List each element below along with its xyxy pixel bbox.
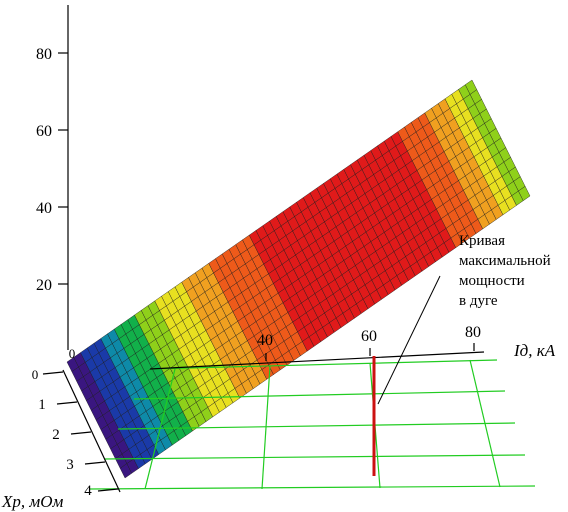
y-tick-mark	[84, 461, 106, 465]
y-tick-label-1: 1	[38, 397, 46, 413]
annotation: Кривая максимальной мощности в дуге	[459, 233, 551, 309]
surface-plot	[66, 79, 531, 479]
z-tick-label-80: 80	[36, 46, 52, 63]
y-tick-mark	[97, 488, 119, 492]
y-axis-label: Xр, мОм	[1, 492, 64, 511]
floor-grid-line	[133, 390, 506, 400]
annotation-leader-line	[377, 275, 441, 405]
x-tick-label-80: 80	[465, 324, 481, 341]
z-tick-label-40: 40	[36, 200, 52, 217]
z-tick-label-20: 20	[36, 277, 52, 294]
floor-grid-line	[261, 365, 271, 490]
y-tick-mark	[70, 431, 92, 435]
y-axis-line	[62, 369, 121, 493]
floor-grid-line	[149, 359, 498, 370]
y-tick-label-3: 3	[66, 457, 74, 473]
z-tick-label-60: 60	[36, 123, 52, 140]
annotation-line-2: максимальной	[459, 253, 551, 269]
y-tick-mark	[56, 401, 78, 405]
y-tick-label-4: 4	[84, 483, 92, 499]
x-tick-label-40: 40	[257, 332, 273, 349]
surface-patch	[518, 186, 531, 201]
x-axis-label: Iд, кА	[513, 341, 556, 360]
floor-grid	[89, 359, 536, 490]
annotation-line-1: Кривая	[459, 233, 505, 249]
annotation-line-4: в дуге	[459, 293, 498, 309]
x-tick-label-60: 60	[361, 328, 377, 345]
y-tick-mark	[42, 371, 64, 375]
floor-grid-line	[103, 454, 526, 460]
x-axis-line	[149, 351, 485, 370]
annotation-line-3: мощности	[459, 273, 525, 289]
y-tick-label-0: 0	[32, 367, 39, 382]
z-tick-label-0: 0	[69, 346, 76, 361]
y-tick-label-2: 2	[52, 427, 60, 443]
floor-grid-line	[469, 359, 501, 488]
floor-grid-line	[89, 485, 536, 490]
floor-grid-line	[117, 422, 516, 430]
floor-grid-line	[144, 368, 176, 490]
